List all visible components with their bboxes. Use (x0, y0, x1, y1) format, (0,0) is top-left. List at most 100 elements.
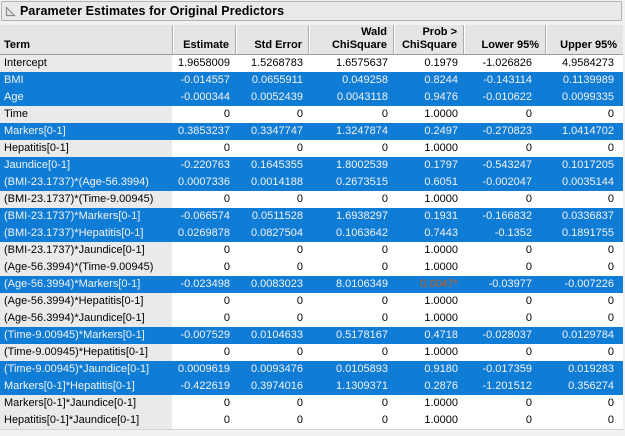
value-cell: 0 (308, 191, 393, 208)
value-cell: 0 (172, 344, 235, 361)
table-row[interactable]: (Time-9.00945)*Markers[0-1] -0.007529 0.01… (0, 327, 623, 344)
value-cell: 0.1931 (393, 208, 463, 225)
value-cell: 0 (545, 293, 623, 310)
value-cell: 0.1063642 (308, 225, 393, 242)
value-cell: 1.9658009 (172, 55, 235, 72)
value-cell: 0.0655911 (235, 72, 308, 89)
term-cell: (BMI-23.1737)*Hepatitis[0-1] (0, 225, 172, 242)
value-cell: 0.1645355 (235, 157, 308, 174)
value-cell: 0 (172, 412, 235, 429)
term-cell: Time (0, 106, 172, 123)
value-cell: 0.1979 (393, 55, 463, 72)
value-cell: 0 (545, 395, 623, 412)
value-cell: 1.0000 (393, 412, 463, 429)
value-cell: 0 (172, 106, 235, 123)
value-cell: 0.049258 (308, 72, 393, 89)
value-cell: 0 (235, 310, 308, 327)
value-cell: 0 (308, 412, 393, 429)
value-cell: 0 (235, 140, 308, 157)
column-header-term: Term (4, 39, 31, 51)
term-cell: Markers[0-1] (0, 123, 172, 140)
value-cell: 1.0000 (393, 395, 463, 412)
value-cell: 0 (235, 344, 308, 361)
value-cell: -0.422619 (172, 378, 235, 395)
value-cell: 0.1797 (393, 157, 463, 174)
value-cell: 0 (308, 344, 393, 361)
value-cell: 1.0000 (393, 242, 463, 259)
value-cell: 0.3853237 (172, 123, 235, 140)
table-row[interactable]: (BMI-23.1737)*Hepatitis[0-1] 0.0269878 0.0… (0, 225, 623, 242)
value-cell: -0.002047 (463, 174, 545, 191)
table-row[interactable]: (Age-56.3994)*Jaundice[0-1] 0 0 0 1.0000 0 0 (0, 310, 623, 327)
table-row[interactable]: Jaundice[0-1] -0.220763 0.1645355 1.8002539… (0, 157, 623, 174)
value-cell: 0 (463, 395, 545, 412)
table-row[interactable]: (Age-56.3994)*Markers[0-1] -0.023498 0.008… (0, 276, 623, 293)
value-cell: 0.0336837 (545, 208, 623, 225)
value-cell: 0.0007336 (172, 174, 235, 191)
value-cell: 8.0106349 (308, 276, 393, 293)
value-cell: 0.3974016 (235, 378, 308, 395)
value-cell: 0 (172, 310, 235, 327)
term-cell: Hepatitis[0-1] (0, 140, 172, 157)
value-cell: 0.9180 (393, 361, 463, 378)
value-cell: 0.019283 (545, 361, 623, 378)
value-cell: 0.0099335 (545, 89, 623, 106)
value-cell: 0 (235, 242, 308, 259)
table-row[interactable]: BMI -0.014557 0.0655911 0.049258 0.8244 -0.14… (0, 72, 623, 89)
disclosure-triangle-icon[interactable] (5, 5, 16, 17)
value-cell: -0.007226 (545, 276, 623, 293)
value-cell: -0.066574 (172, 208, 235, 225)
term-cell: Age (0, 89, 172, 106)
value-cell: 1.6938297 (308, 208, 393, 225)
table-row[interactable]: Intercept 1.9658009 1.5268783 1.6575637 0.19… (0, 55, 623, 72)
value-cell: 0.0009619 (172, 361, 235, 378)
table-row[interactable]: Time 0 0 0 1.0000 0 0 (0, 106, 623, 123)
table-row[interactable]: (BMI-23.1737)*(Age-56.3994) 0.0007336 0.00… (0, 174, 623, 191)
column-header-wald-chisquare: Wald ChiSquare (308, 25, 393, 54)
table-row[interactable]: (Time-9.00945)*Hepatitis[0-1] 0 0 0 1.0000 0 0 (0, 344, 623, 361)
term-cell: (Age-56.3994)*(Time-9.00945) (0, 259, 172, 276)
column-header-std-error: Std Error (235, 25, 308, 54)
term-cell: (Age-56.3994)*Hepatitis[0-1] (0, 293, 172, 310)
value-cell: -0.166832 (463, 208, 545, 225)
value-cell: 0 (545, 242, 623, 259)
panel-title: Parameter Estimates for Original Predict… (20, 4, 285, 18)
outline-title-bar[interactable]: Parameter Estimates for Original Predict… (1, 1, 622, 21)
value-cell: 0 (545, 344, 623, 361)
value-cell: 0 (235, 395, 308, 412)
value-cell: 1.6575637 (308, 55, 393, 72)
table-row[interactable]: (Time-9.00945)*Jaundice[0-1] 0.0009619 0.0… (0, 361, 623, 378)
value-cell: 0 (545, 412, 623, 429)
term-cell: Jaundice[0-1] (0, 157, 172, 174)
term-cell: Intercept (0, 55, 172, 72)
value-cell: 0 (172, 259, 235, 276)
table-row[interactable]: Markers[0-1] 0.3853237 0.3347747 1.3247874 0… (0, 123, 623, 140)
value-cell: -0.270823 (463, 123, 545, 140)
value-cell: 0.4718 (393, 327, 463, 344)
value-cell: -1.201512 (463, 378, 545, 395)
value-cell: -0.000344 (172, 89, 235, 106)
value-cell: 0 (235, 259, 308, 276)
table-row[interactable]: (Age-56.3994)*Hepatitis[0-1] 0 0 0 1.0000 0 0 (0, 293, 623, 310)
value-cell: 0 (308, 395, 393, 412)
value-cell: 0 (463, 106, 545, 123)
value-cell: 0.1891755 (545, 225, 623, 242)
table-row[interactable]: Markers[0-1]*Jaundice[0-1] 0 0 0 1.0000 0 0 (0, 395, 623, 412)
value-cell: 1.0000 (393, 310, 463, 327)
value-cell: 1.0000 (393, 344, 463, 361)
table-row[interactable]: (BMI-23.1737)*Jaundice[0-1] 0 0 0 1.0000 0 0 (0, 242, 623, 259)
value-cell: 0.9476 (393, 89, 463, 106)
table-row[interactable]: Hepatitis[0-1]*Jaundice[0-1] 0 0 0 1.0000 0 0 (0, 412, 623, 429)
table-row[interactable]: (Age-56.3994)*(Time-9.00945) 0 0 0 1.0000 0 0 (0, 259, 623, 276)
term-cell: (BMI-23.1737)*(Time-9.00945) (0, 191, 172, 208)
value-cell: -0.014557 (172, 72, 235, 89)
table-row[interactable]: (BMI-23.1737)*(Time-9.00945) 0 0 0 1.0000 0 0 (0, 191, 623, 208)
value-cell: 0 (463, 259, 545, 276)
value-cell: -0.03977 (463, 276, 545, 293)
table-row[interactable]: Hepatitis[0-1] 0 0 0 1.0000 0 0 (0, 140, 623, 157)
value-cell: 0.0083023 (235, 276, 308, 293)
value-cell: 0.5178167 (308, 327, 393, 344)
table-row[interactable]: Markers[0-1]*Hepatitis[0-1] -0.422619 0.39… (0, 378, 623, 395)
table-row[interactable]: (BMI-23.1737)*Markers[0-1] -0.066574 0.051… (0, 208, 623, 225)
table-row[interactable]: Age -0.000344 0.0052439 0.0043118 0.9476 -0.0… (0, 89, 623, 106)
